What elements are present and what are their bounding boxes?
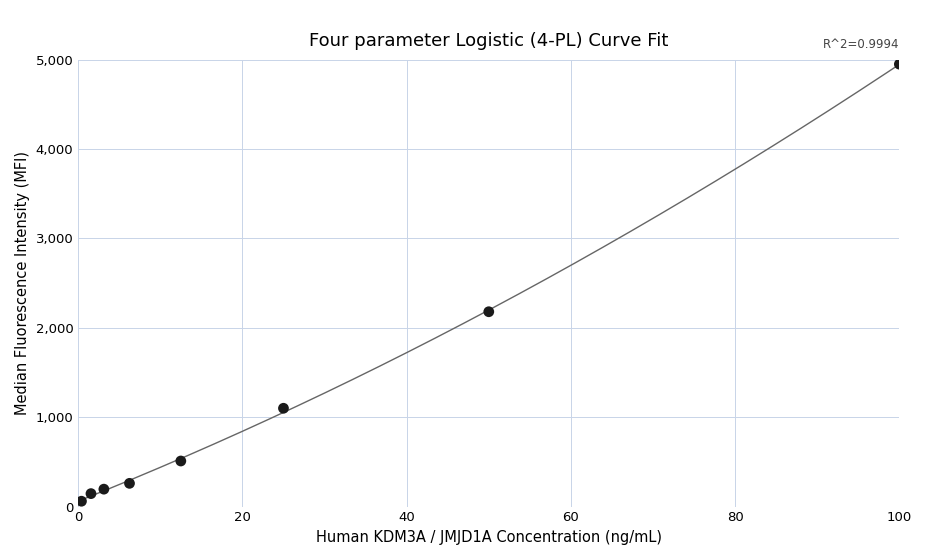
Point xyxy=(173,456,188,465)
Point xyxy=(96,484,111,493)
Point xyxy=(276,404,291,413)
Y-axis label: Median Fluorescence Intensity (MFI): Median Fluorescence Intensity (MFI) xyxy=(15,151,30,415)
Point xyxy=(122,479,137,488)
Point xyxy=(892,60,907,69)
Point xyxy=(83,489,98,498)
Point xyxy=(74,497,89,506)
Point xyxy=(481,307,496,316)
Text: R^2=0.9994: R^2=0.9994 xyxy=(823,38,899,51)
Title: Four parameter Logistic (4-PL) Curve Fit: Four parameter Logistic (4-PL) Curve Fit xyxy=(309,32,668,50)
X-axis label: Human KDM3A / JMJD1A Concentration (ng/mL): Human KDM3A / JMJD1A Concentration (ng/m… xyxy=(316,530,662,545)
